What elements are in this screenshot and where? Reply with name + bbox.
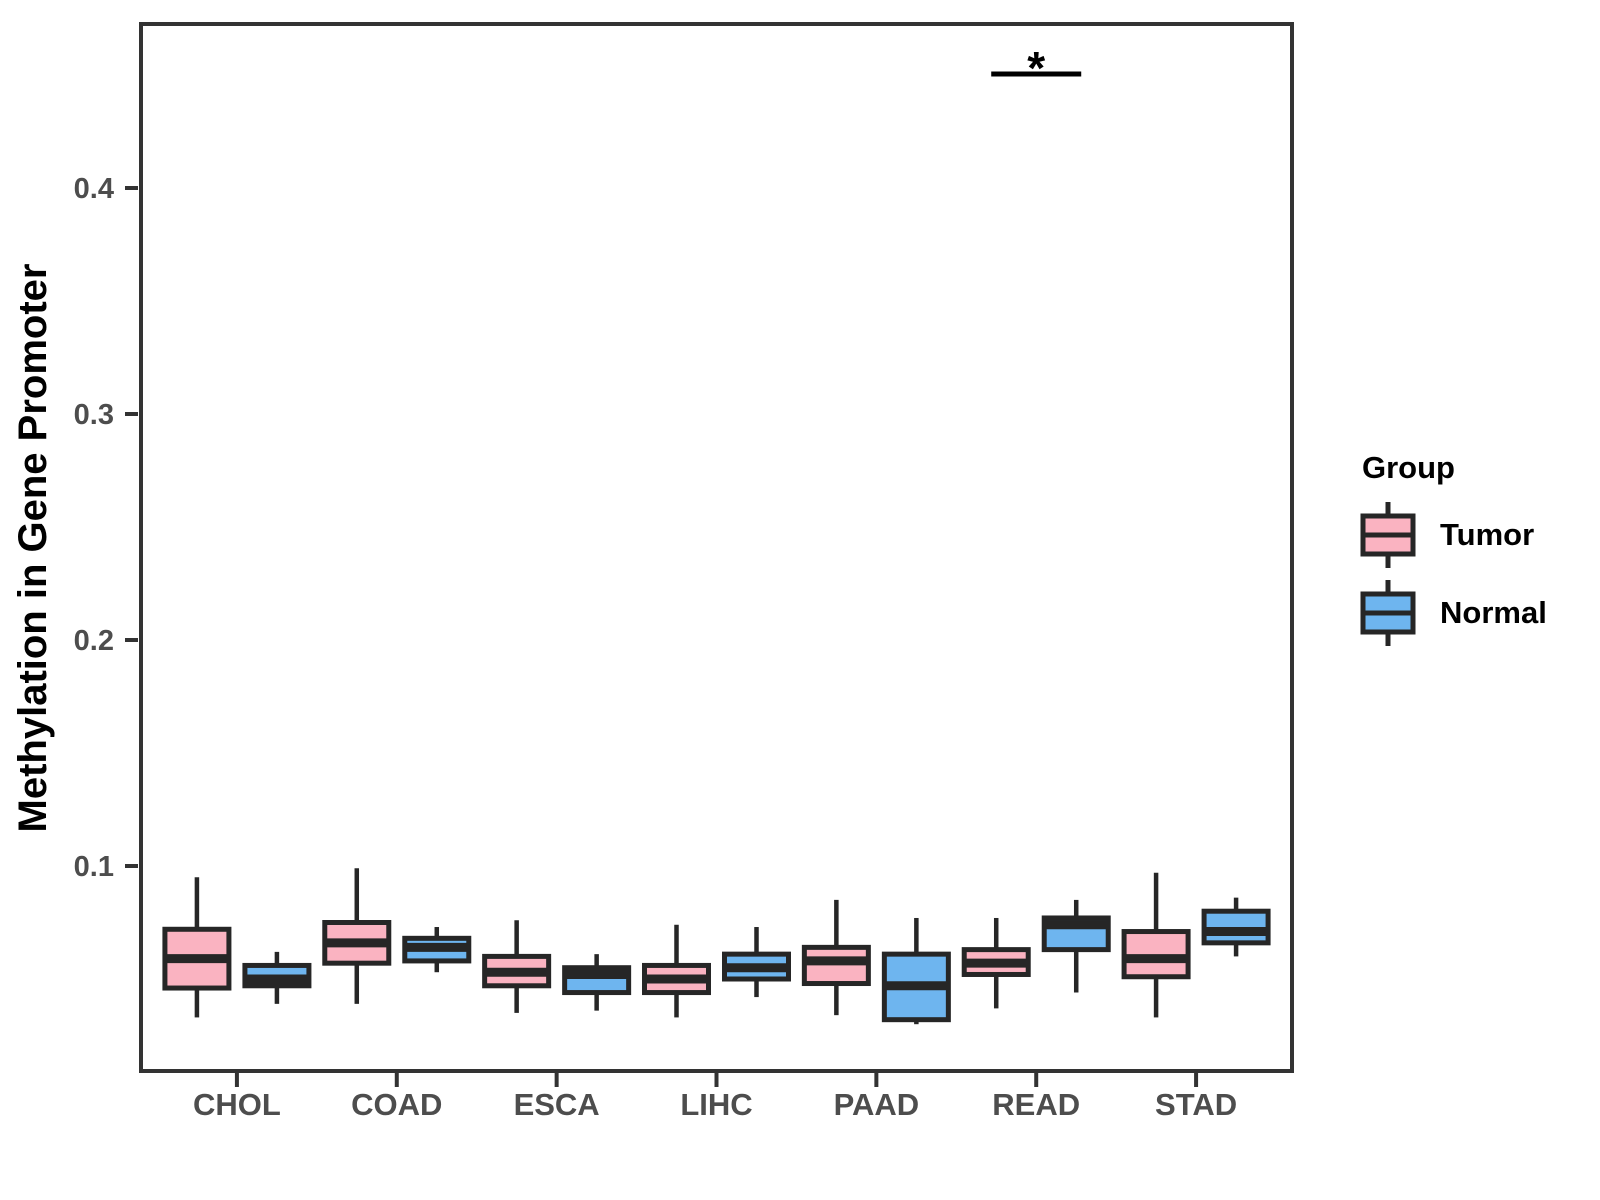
box-tumor-stad	[1121, 872, 1191, 1018]
box-tumor-lihc	[642, 924, 711, 1018]
x-tick-label-chol: CHOL	[193, 1087, 281, 1122]
x-tick-label-lihc: LIHC	[680, 1087, 752, 1122]
iqr-box	[1121, 929, 1191, 980]
x-tick-label-paad: PAAD	[834, 1087, 920, 1122]
box-normal-chol	[242, 951, 312, 1004]
y-tick-label: 0.1	[74, 851, 114, 883]
legend: Group Tumor Normal	[1360, 450, 1547, 658]
x-tick-label-coad: COAD	[351, 1087, 442, 1122]
legend-entry-normal: Normal	[1360, 580, 1547, 646]
iqr-box	[801, 944, 871, 987]
legend-label-tumor: Tumor	[1440, 517, 1535, 552]
box-normal-stad	[1201, 897, 1271, 957]
box-tumor-coad	[322, 868, 392, 1004]
y-axis-title: Methylation in Gene Promoter	[11, 263, 55, 833]
x-tick-label-esca: ESCA	[514, 1087, 600, 1122]
box-tumor-paad	[801, 899, 871, 1016]
significance-star: *	[1027, 42, 1045, 94]
y-tick-label: 0.3	[74, 399, 114, 431]
box-tumor-read	[961, 917, 1031, 1009]
box-normal-read	[1041, 899, 1111, 993]
iqr-box	[1201, 908, 1271, 946]
y-tick-label: 0.2	[74, 625, 114, 657]
box-tumor-chol	[162, 877, 232, 1018]
x-tick-label-stad: STAD	[1155, 1087, 1237, 1122]
legend-entry-tumor: Tumor	[1360, 502, 1547, 568]
legend-title: Group	[1362, 450, 1455, 485]
legend-label-normal: Normal	[1440, 595, 1547, 630]
panel-border	[139, 22, 1294, 1073]
box-normal-esca	[562, 954, 632, 1011]
box-normal-paad	[881, 917, 951, 1025]
tumor-boxplot-key-icon	[1360, 502, 1416, 568]
box-tumor-esca	[482, 920, 552, 1013]
box-normal-lihc	[722, 927, 791, 998]
box-normal-coad	[402, 927, 472, 973]
x-tick-label-read: READ	[992, 1087, 1080, 1122]
normal-boxplot-key-icon	[1360, 580, 1416, 646]
y-tick-label: 0.4	[74, 173, 114, 205]
